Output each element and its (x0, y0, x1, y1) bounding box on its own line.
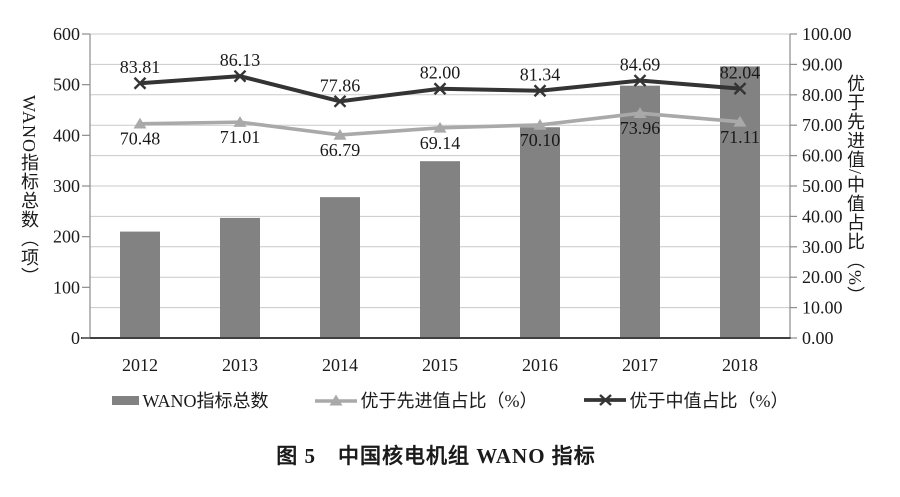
svg-text:20.00: 20.00 (802, 267, 843, 287)
svg-text:0: 0 (71, 328, 80, 348)
right-axis-title: 优于先进值/中值占比（%） (845, 74, 865, 305)
svg-text:30.00: 30.00 (802, 237, 843, 257)
legend-bar-swatch (111, 395, 139, 405)
svg-text:0.00: 0.00 (802, 328, 834, 348)
svg-text:81.34: 81.34 (520, 65, 561, 85)
svg-text:83.81: 83.81 (120, 57, 161, 77)
svg-text:69.14: 69.14 (420, 133, 461, 153)
chart-legend: WANO指标总数 优于先进值占比（%） 优于中值占比（%） (0, 387, 900, 413)
legend-label-advanced: 优于先进值占比（%） (360, 391, 538, 411)
svg-text:86.13: 86.13 (220, 50, 261, 70)
legend-triangle-marker (314, 394, 357, 406)
svg-text:2012: 2012 (122, 355, 158, 375)
svg-text:70.10: 70.10 (520, 130, 561, 150)
svg-text:77.86: 77.86 (320, 75, 361, 95)
svg-text:82.00: 82.00 (420, 63, 461, 83)
legend-item-advanced: 优于先进值占比（%） (314, 387, 538, 413)
svg-text:2014: 2014 (322, 355, 358, 375)
svg-text:70.00: 70.00 (802, 115, 843, 135)
svg-text:82.04: 82.04 (720, 63, 761, 83)
legend-label-median: 优于中值占比（%） (629, 391, 789, 411)
svg-text:2018: 2018 (722, 355, 758, 375)
svg-text:500: 500 (53, 75, 80, 95)
svg-text:73.96: 73.96 (620, 118, 661, 138)
svg-text:80.00: 80.00 (802, 85, 843, 105)
legend-label-bars: WANO指标总数 (142, 391, 269, 411)
svg-text:10.00: 10.00 (802, 298, 843, 318)
svg-text:2013: 2013 (222, 355, 258, 375)
svg-text:600: 600 (53, 24, 80, 44)
svg-text:100: 100 (53, 277, 80, 297)
svg-text:200: 200 (53, 227, 80, 247)
svg-text:84.69: 84.69 (620, 55, 661, 75)
svg-text:2015: 2015 (422, 355, 458, 375)
svg-text:70.48: 70.48 (120, 129, 161, 149)
svg-text:2016: 2016 (522, 355, 558, 375)
svg-text:50.00: 50.00 (802, 176, 843, 196)
svg-text:71.11: 71.11 (720, 127, 760, 147)
svg-text:100.00: 100.00 (802, 24, 852, 44)
svg-text:60.00: 60.00 (802, 146, 843, 166)
legend-x-marker (583, 394, 626, 406)
svg-text:2017: 2017 (622, 355, 658, 375)
svg-text:400: 400 (53, 125, 80, 145)
legend-item-bars: WANO指标总数 (111, 387, 269, 413)
svg-text:71.01: 71.01 (220, 127, 261, 147)
left-axis-title: WANO指标总数（项） (19, 95, 39, 286)
svg-text:40.00: 40.00 (802, 206, 843, 226)
chart-svg: 600 500 400 300 200 100 0 100.00 90.00 80.00 70.00… (53, 24, 852, 375)
svg-text:300: 300 (53, 176, 80, 196)
legend-item-median: 优于中值占比（%） (583, 387, 789, 413)
svg-text:90.00: 90.00 (802, 54, 843, 74)
figure-caption: 图 5 中国核电机组 WANO 指标 (276, 444, 596, 468)
svg-text:66.79: 66.79 (320, 140, 361, 160)
